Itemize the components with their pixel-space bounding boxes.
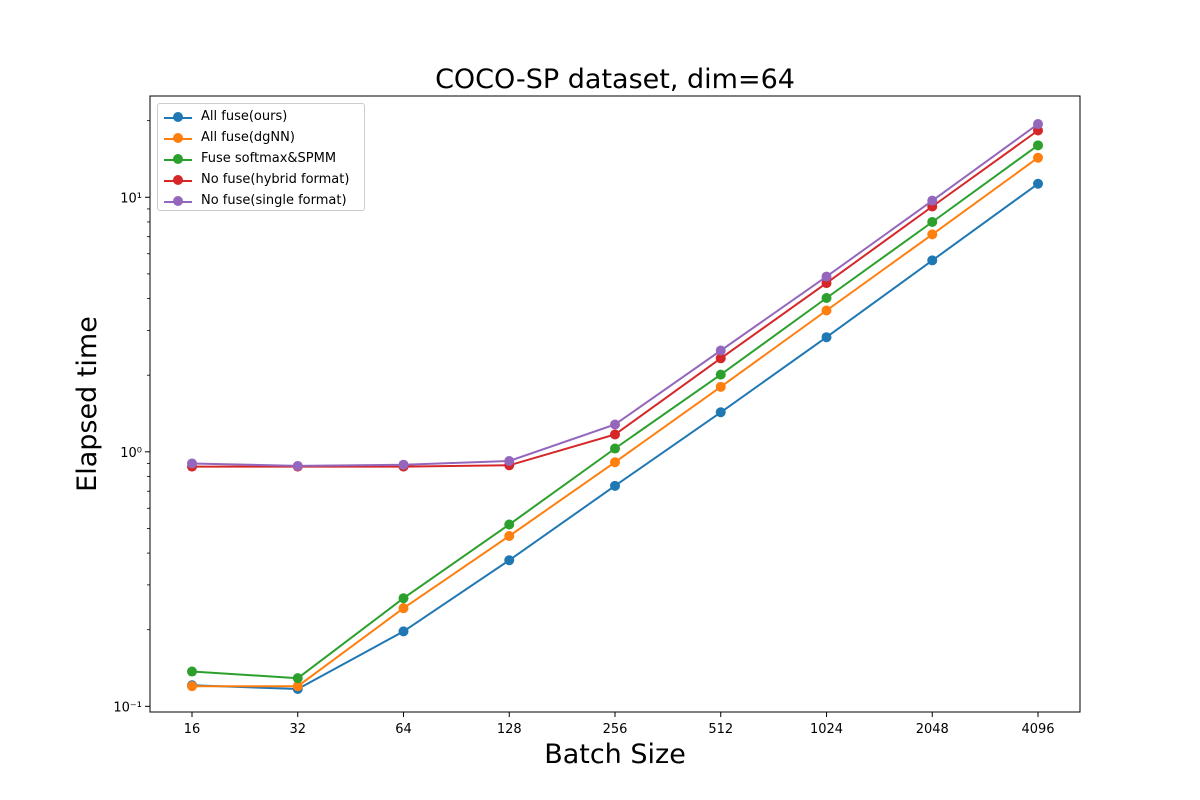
data-point xyxy=(504,456,515,467)
data-point xyxy=(610,429,620,440)
data-point xyxy=(821,271,832,282)
data-point xyxy=(292,460,303,471)
data-point xyxy=(715,407,726,418)
data-point xyxy=(504,555,515,566)
series-line-3 xyxy=(191,144,1039,680)
x-tick-label: 128 xyxy=(497,722,522,737)
y-tick-label: 10¹ xyxy=(120,191,142,206)
x-tick-label: 16 xyxy=(184,722,201,737)
data-point xyxy=(398,626,409,637)
data-point xyxy=(1033,119,1043,130)
data-point xyxy=(398,603,409,614)
y-tick-label: 10⁰ xyxy=(120,446,142,461)
data-point xyxy=(398,593,409,604)
data-point xyxy=(715,369,726,380)
data-point xyxy=(610,457,620,468)
x-axis-label: Batch Size xyxy=(544,739,686,770)
data-point xyxy=(504,530,515,541)
legend-label: All fuse(dgNN) xyxy=(201,130,295,145)
data-point xyxy=(610,480,620,491)
data-point xyxy=(927,216,938,227)
plot-frame xyxy=(149,95,1081,713)
x-tick-label: 4096 xyxy=(1021,722,1054,737)
legend-label: All fuse(ours) xyxy=(201,109,288,124)
legend-item: All fuse(dgNN) xyxy=(158,128,364,148)
data-point xyxy=(187,458,197,469)
data-point xyxy=(927,195,938,206)
x-tick-label: 1024 xyxy=(810,722,843,737)
data-point xyxy=(715,345,726,356)
data-point xyxy=(927,255,938,266)
y-axis-label: Elapsed time xyxy=(72,316,103,492)
legend-label: No fuse(hybrid format) xyxy=(201,172,350,187)
legend-marker xyxy=(173,112,183,122)
data-point xyxy=(1033,140,1043,151)
legend: All fuse(ours) All fuse(dgNN) Fuse softmax… xyxy=(157,103,365,211)
chart-title: COCO-SP dataset, dim=64 xyxy=(435,64,795,95)
x-tick-label: 2048 xyxy=(916,722,949,737)
x-tick-label: 64 xyxy=(395,722,412,737)
data-point xyxy=(927,229,938,240)
legend-marker xyxy=(173,133,183,143)
data-point xyxy=(821,305,832,316)
legend-marker xyxy=(173,175,183,185)
data-point xyxy=(821,332,832,343)
legend-label: No fuse(single format) xyxy=(201,193,347,208)
data-point xyxy=(504,519,515,530)
data-point xyxy=(187,681,197,692)
data-point xyxy=(715,381,726,392)
legend-item: No fuse(single format) xyxy=(158,191,364,211)
data-point xyxy=(292,681,303,692)
legend-label: Fuse softmax&SPMM xyxy=(201,151,337,166)
x-tick-label: 32 xyxy=(289,722,306,737)
data-point xyxy=(610,419,620,430)
x-tick-label: 512 xyxy=(708,722,733,737)
y-tick-label: 10⁻¹ xyxy=(113,700,142,715)
legend-item: No fuse(hybrid format) xyxy=(158,170,364,190)
x-tick-label: 256 xyxy=(603,722,628,737)
data-point xyxy=(398,459,409,470)
data-point xyxy=(821,293,832,304)
data-point xyxy=(1033,178,1043,189)
data-point xyxy=(610,443,620,454)
data-point xyxy=(292,673,303,684)
data-point xyxy=(1033,152,1043,163)
data-point xyxy=(715,353,726,364)
legend-marker xyxy=(173,196,183,206)
data-point xyxy=(187,666,197,677)
legend-item: Fuse softmax&SPMM xyxy=(158,149,364,169)
legend-item: All fuse(ours) xyxy=(158,107,364,127)
legend-marker xyxy=(173,154,183,164)
